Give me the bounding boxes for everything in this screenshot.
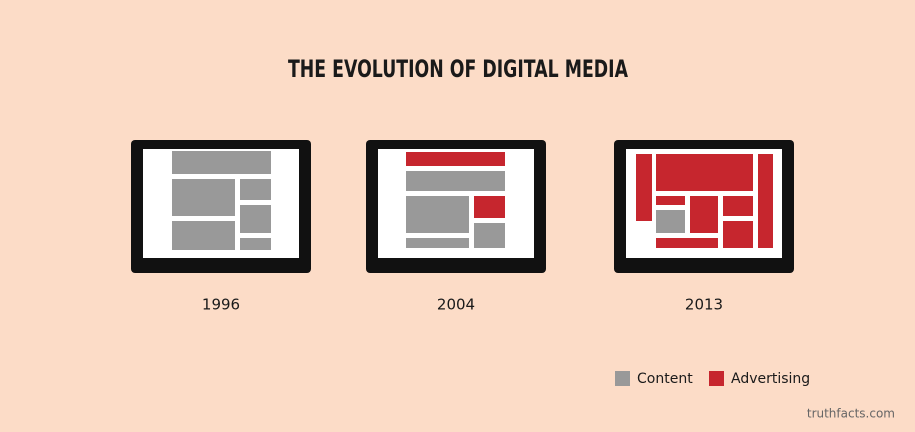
ad-block: [758, 154, 773, 248]
content-block: [240, 205, 271, 233]
ad-block: [690, 196, 718, 233]
title: THE EVOLUTION OF DIGITAL MEDIA: [288, 55, 628, 83]
ad-block: [636, 154, 652, 221]
content-block: [406, 171, 505, 191]
ad-block: [656, 196, 685, 205]
content-block: [656, 210, 685, 233]
year-label: 2004: [437, 296, 475, 314]
monitor-2013: [614, 140, 794, 273]
legend-label: Advertising: [731, 371, 810, 387]
monitor-2004: [366, 140, 546, 273]
ad-block: [656, 154, 753, 191]
legend: Content Advertising: [615, 371, 810, 387]
content-block: [240, 238, 271, 250]
credit: truthfacts.com: [807, 407, 895, 421]
ad-block: [723, 221, 753, 248]
ad-block: [406, 152, 505, 166]
content-block: [474, 223, 505, 248]
content-block: [172, 151, 271, 174]
content-block: [172, 221, 235, 250]
content-block: [406, 238, 469, 248]
legend-swatch: [709, 371, 724, 386]
content-block: [406, 196, 469, 233]
content-block: [240, 179, 271, 200]
ad-block: [723, 196, 753, 216]
legend-label: Content: [637, 371, 693, 387]
content-block: [172, 179, 235, 216]
monitor-1996: [131, 140, 311, 273]
year-label: 2013: [685, 296, 723, 314]
ad-block: [656, 238, 718, 248]
legend-swatch: [615, 371, 630, 386]
ad-block: [474, 196, 505, 218]
year-label: 1996: [202, 296, 240, 314]
